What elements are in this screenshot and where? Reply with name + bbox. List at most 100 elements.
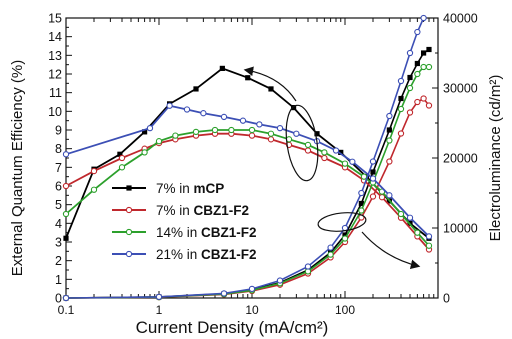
x-tick-label: 10: [245, 303, 259, 317]
eqe-point: [425, 242, 433, 249]
luminance-point: [406, 109, 414, 116]
eqe-point: [63, 235, 69, 241]
eqe-point: [267, 136, 275, 143]
eqe-point: [172, 132, 179, 139]
legend-label-prefix: 14% in: [156, 225, 201, 240]
luminance-point: [407, 74, 413, 81]
luminance-point: [386, 158, 393, 165]
eqe-point: [321, 154, 328, 162]
y-right-tick-label: 20000: [443, 152, 478, 166]
legend-marker: [125, 250, 133, 258]
eqe-point: [256, 121, 263, 128]
x-axis-label: Current Density (mA/cm²): [136, 318, 329, 337]
y-right-axis-ticks: 0 10000 20000 30000 40000: [432, 12, 478, 306]
legend-item-2: 7% in CBZ1-F2: [112, 203, 249, 218]
y-right-tick-label: 40000: [443, 12, 478, 26]
eqe-point: [62, 182, 70, 190]
eqe-point: [228, 126, 235, 134]
luminance-point: [155, 293, 163, 301]
eqe-point: [321, 149, 328, 156]
eqe-point: [293, 130, 300, 137]
y-left-tick-label: 7: [55, 161, 62, 175]
luminance-point: [342, 232, 348, 238]
eqe-point: [166, 102, 173, 109]
eqe-point: [200, 110, 207, 117]
legend-label-prefix: 21% in: [156, 247, 201, 262]
luminance-point: [414, 28, 421, 36]
eqe-point: [118, 154, 126, 162]
y-left-tick-label: 13: [48, 49, 62, 63]
luminance-point: [327, 244, 334, 251]
eqe-point: [425, 233, 433, 240]
luminance-point: [420, 95, 427, 102]
eqe-point: [193, 86, 199, 92]
legend-label-prefix: 7% in: [156, 203, 194, 218]
eqe-point: [62, 210, 70, 218]
eqe-point: [155, 138, 163, 145]
legend-label: 14% in CBZ1-F2: [156, 225, 257, 240]
eqe-point: [219, 65, 225, 71]
luminance-point: [414, 60, 420, 67]
eqe-point: [248, 126, 256, 134]
eqe-point: [314, 131, 320, 137]
y-left-tick-label: 3: [55, 236, 62, 250]
eqe-point: [141, 149, 148, 156]
luminance-point: [420, 63, 427, 71]
annotations: [243, 66, 421, 269]
eqe-point: [239, 117, 247, 124]
eqe-point: [414, 229, 421, 236]
y-right-axis-label: Electroluminance (cd/m²): [487, 75, 504, 242]
x-tick-label: 0.1: [58, 303, 75, 317]
luminance-curves-ellipse: [317, 212, 367, 232]
y-left-tick-label: 15: [48, 12, 62, 26]
luminance-point: [327, 251, 334, 258]
luminance-point: [414, 98, 421, 106]
series-layer: [62, 14, 433, 302]
legend-marker: [125, 206, 133, 214]
y-right-tick-label: 30000: [443, 82, 478, 96]
y-left-tick-label: 6: [55, 180, 62, 194]
luminance-point: [386, 137, 393, 144]
eqe-point: [386, 192, 393, 199]
luminance-point: [358, 200, 364, 207]
luminance-point: [406, 84, 414, 92]
luminance-point: [397, 77, 405, 85]
legend-item-3: 14% in CBZ1-F2: [112, 225, 257, 240]
legend-label: 7% in CBZ1-F2: [156, 203, 249, 218]
eqe-point: [397, 210, 405, 218]
series-4: [62, 14, 433, 302]
luminance-point: [406, 49, 414, 57]
eqe-point: [192, 128, 200, 136]
legend-marker: [126, 185, 132, 191]
eqe-point: [332, 147, 340, 154]
luminance-point: [358, 207, 365, 214]
legend-label-bold: CBZ1-F2: [201, 247, 257, 262]
eqe-point: [267, 130, 275, 137]
eqe-point: [304, 141, 312, 149]
eqe-point: [290, 105, 297, 111]
eqe-curves-ellipse: [285, 104, 319, 182]
y-left-tick-label: 0: [55, 292, 62, 306]
legend-item-1: 7% in mCP: [112, 181, 224, 196]
luminance-point: [425, 102, 433, 109]
eqe-point: [338, 149, 344, 155]
y-left-tick-label: 8: [55, 142, 62, 156]
luminance-point: [386, 127, 392, 133]
legend-label-bold: CBZ1-F2: [201, 225, 257, 240]
legend-marker: [125, 228, 133, 236]
eqe-point: [118, 164, 126, 171]
series-2: [62, 95, 433, 302]
y-left-tick-label: 10: [48, 105, 62, 119]
arrow-to-right-axis: [361, 231, 421, 269]
luminance-point: [369, 158, 377, 165]
legend-label-prefix: 7% in: [156, 181, 194, 196]
legend-label-bold: mCP: [194, 181, 225, 196]
luminance-point: [358, 189, 365, 197]
y-right-tick-label: 0: [443, 292, 450, 306]
y-right-tick-label: 10000: [443, 222, 478, 236]
eqe-point: [90, 167, 98, 175]
luminance-point: [414, 70, 421, 78]
eqe-point: [117, 151, 123, 157]
